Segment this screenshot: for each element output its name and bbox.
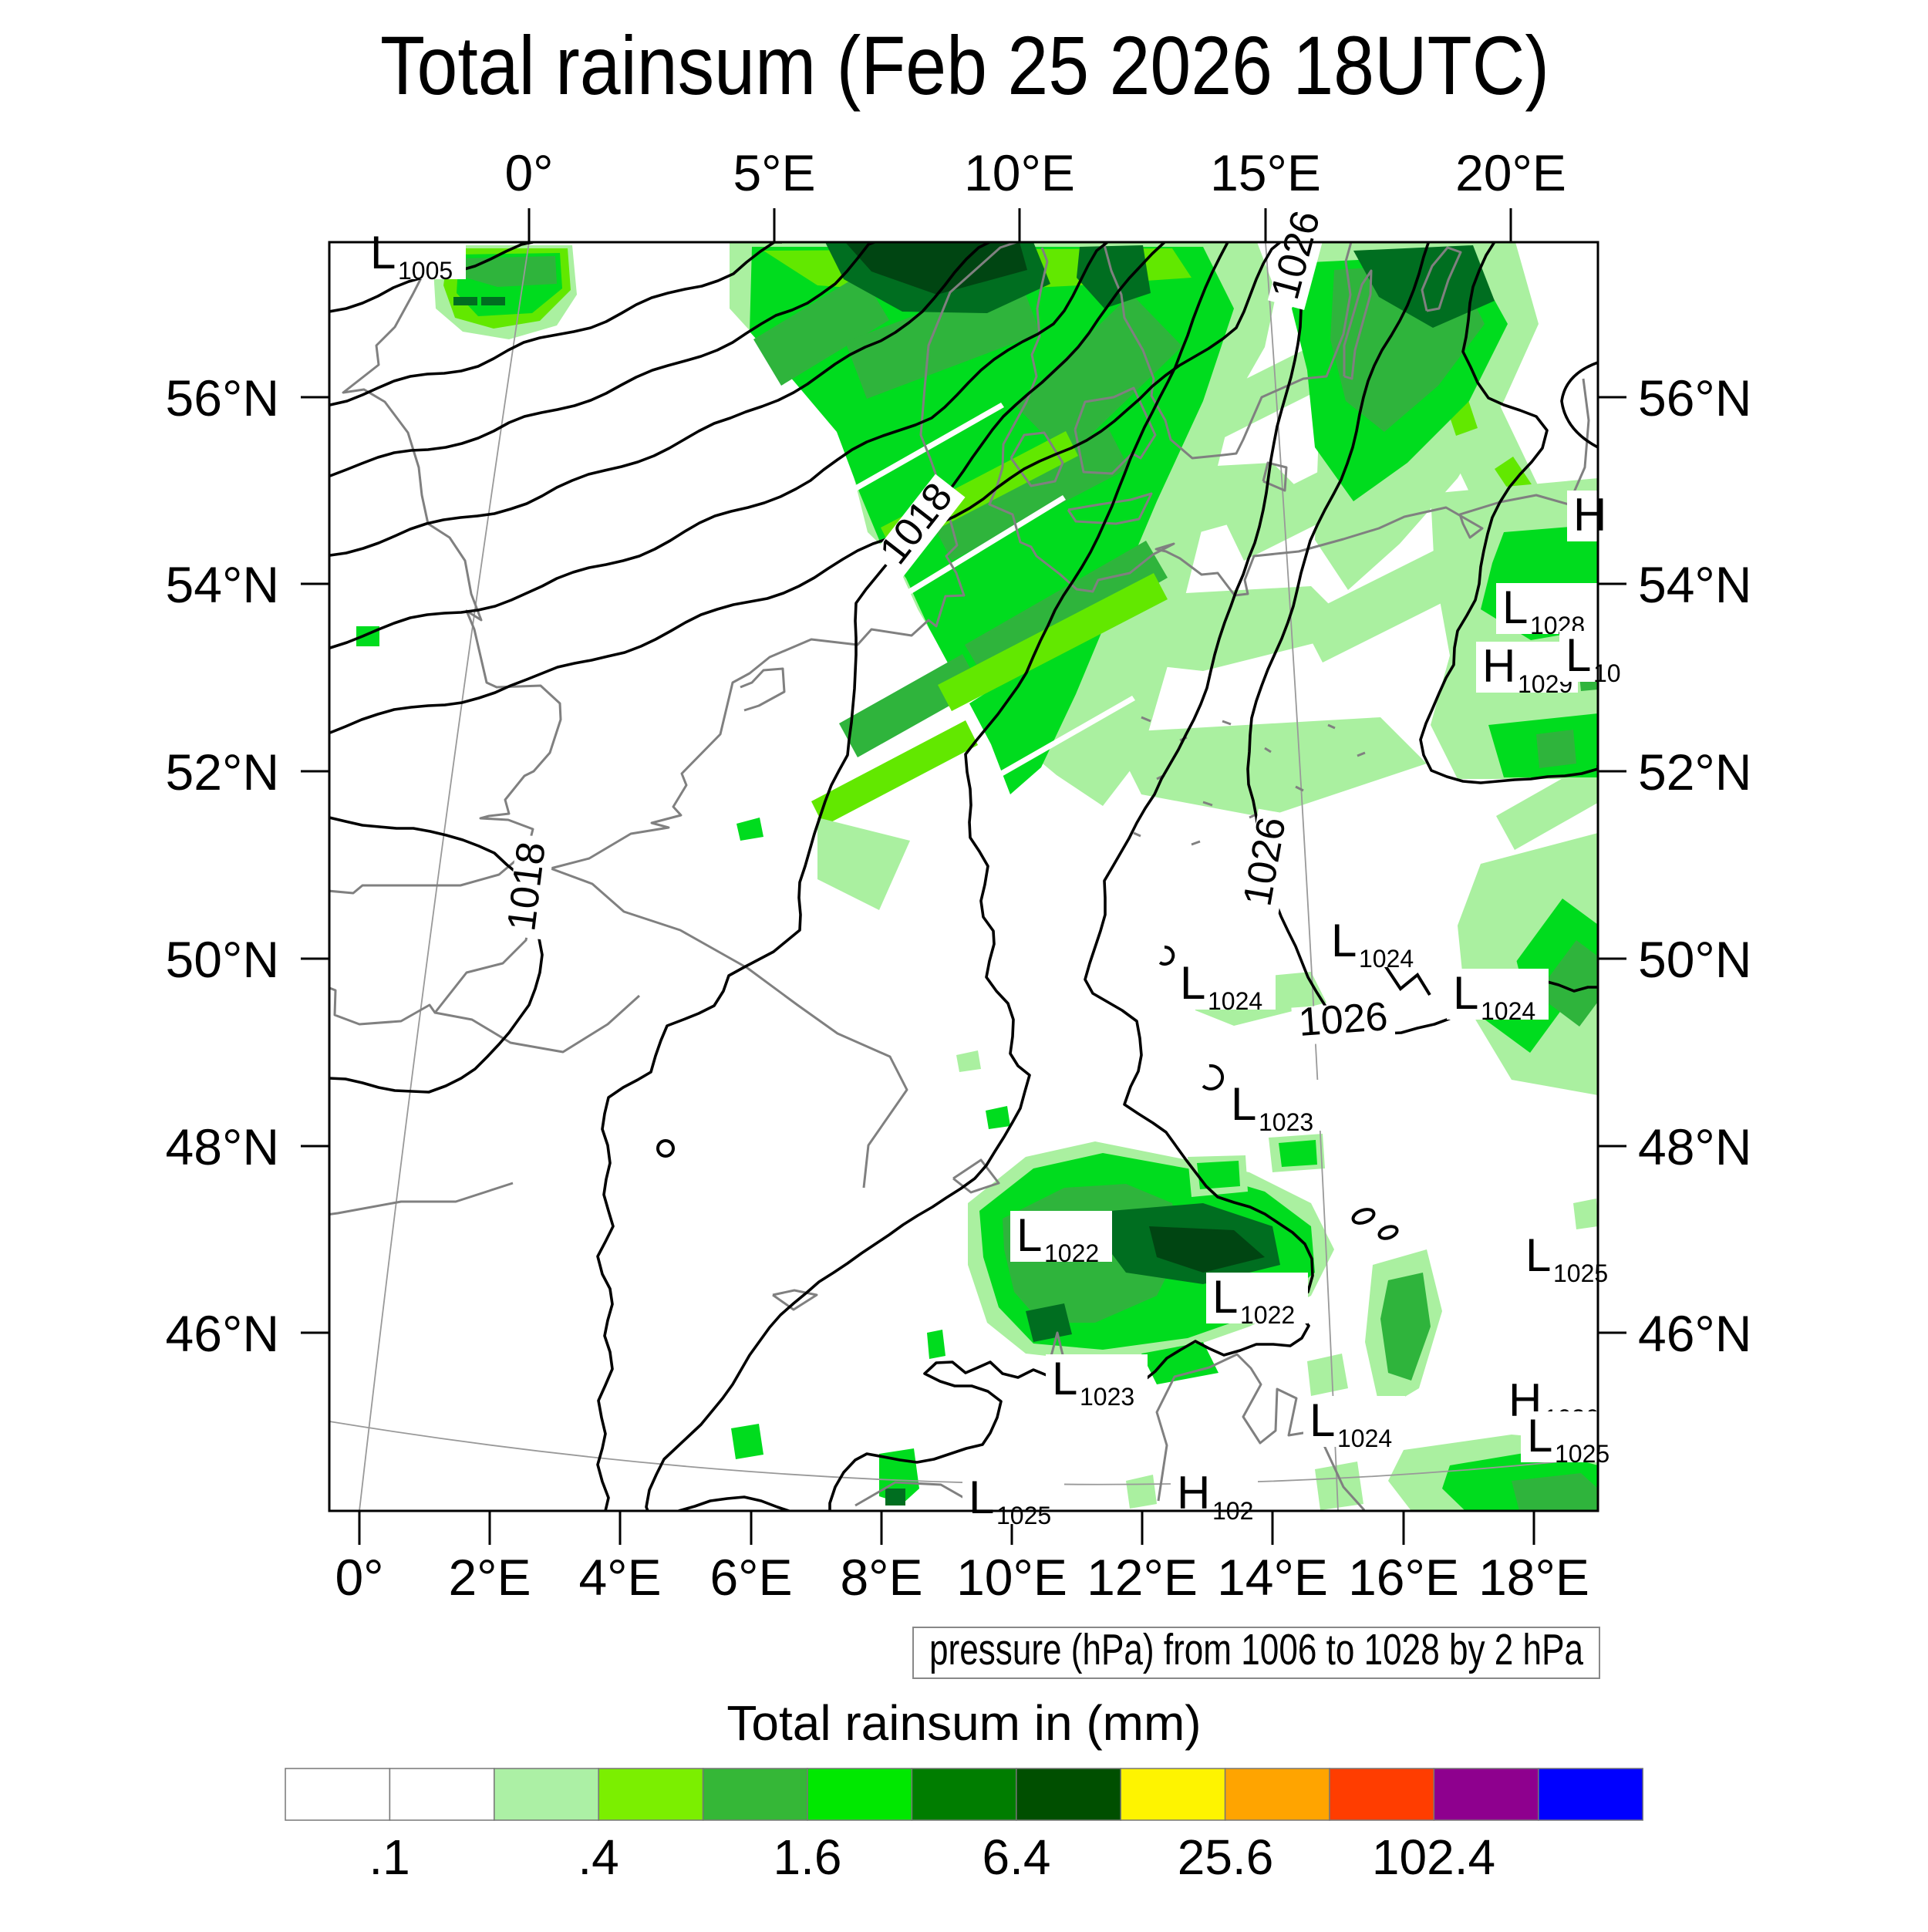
svg-text:1.6: 1.6 — [774, 1829, 842, 1885]
svg-text:H: H — [1573, 489, 1606, 541]
svg-text:46°N: 46°N — [166, 1305, 279, 1362]
svg-text:L: L — [1231, 1078, 1256, 1130]
svg-text:L: L — [1331, 915, 1357, 966]
svg-text:1025: 1025 — [1553, 1259, 1608, 1287]
svg-text:0°: 0° — [335, 1549, 383, 1606]
svg-text:18°E: 18°E — [1478, 1549, 1589, 1606]
svg-text:H: H — [1482, 640, 1515, 692]
svg-text:.1: .1 — [369, 1829, 410, 1885]
svg-text:8°E: 8°E — [840, 1549, 922, 1606]
svg-text:L: L — [1180, 957, 1205, 1009]
svg-text:Total rainsum (Feb 25 2026 18U: Total rainsum (Feb 25 2026 18UTC) — [380, 19, 1549, 112]
svg-text:1024: 1024 — [1481, 997, 1535, 1025]
svg-text:10°E: 10°E — [964, 144, 1075, 201]
svg-text:48°N: 48°N — [166, 1118, 279, 1175]
svg-text:1023: 1023 — [1259, 1108, 1313, 1136]
svg-text:L: L — [1566, 629, 1591, 681]
svg-text:54°N: 54°N — [166, 556, 279, 613]
svg-text:56°N: 56°N — [166, 369, 279, 427]
svg-text:50°N: 50°N — [1638, 931, 1751, 988]
svg-text:pressure (hPa) from 1006 to 10: pressure (hPa) from 1006 to 1028 by 2 hP… — [929, 1625, 1583, 1674]
svg-text:12°E: 12°E — [1087, 1549, 1198, 1606]
svg-text:5°E: 5°E — [733, 144, 815, 201]
svg-text:1005: 1005 — [398, 257, 453, 285]
svg-text:Total rainsum in (mm): Total rainsum in (mm) — [726, 1695, 1201, 1751]
svg-text:1024: 1024 — [1208, 987, 1262, 1015]
svg-text:L: L — [370, 227, 396, 278]
svg-text:2°E: 2°E — [448, 1549, 531, 1606]
svg-text:46°N: 46°N — [1638, 1305, 1751, 1362]
svg-text:52°N: 52°N — [166, 743, 279, 801]
svg-text:L: L — [1016, 1209, 1042, 1261]
svg-text:L: L — [1453, 967, 1478, 1019]
svg-text:10°E: 10°E — [956, 1549, 1067, 1606]
svg-text:L: L — [1309, 1394, 1335, 1446]
svg-text:50°N: 50°N — [166, 931, 279, 988]
svg-text:L: L — [1525, 1229, 1551, 1281]
svg-text:1024: 1024 — [1337, 1425, 1392, 1452]
svg-text:52°N: 52°N — [1638, 743, 1751, 801]
svg-text:1022: 1022 — [1240, 1301, 1295, 1329]
svg-text:L: L — [1212, 1271, 1238, 1323]
svg-text:6°E: 6°E — [710, 1549, 792, 1606]
svg-text:14°E: 14°E — [1217, 1549, 1328, 1606]
svg-text:1024: 1024 — [1359, 945, 1414, 973]
svg-text:56°N: 56°N — [1638, 369, 1751, 427]
svg-text:1018: 1018 — [499, 839, 554, 933]
svg-text:L: L — [969, 1472, 994, 1523]
svg-text:.4: .4 — [578, 1829, 619, 1885]
svg-text:25.6: 25.6 — [1178, 1829, 1274, 1885]
svg-text:102.4: 102.4 — [1372, 1829, 1495, 1885]
svg-text:20°E: 20°E — [1455, 144, 1566, 201]
svg-text:54°N: 54°N — [1638, 556, 1751, 613]
svg-text:1023: 1023 — [1080, 1383, 1134, 1411]
svg-text:1025: 1025 — [1555, 1440, 1609, 1468]
svg-text:6.4: 6.4 — [983, 1829, 1051, 1885]
svg-text:L: L — [1527, 1410, 1552, 1462]
svg-text:4°E: 4°E — [578, 1549, 661, 1606]
svg-text:16°E: 16°E — [1348, 1549, 1459, 1606]
svg-text:1026: 1026 — [1297, 994, 1389, 1045]
svg-text:0°: 0° — [504, 144, 553, 201]
svg-text:L: L — [1502, 582, 1528, 633]
svg-text:L: L — [1052, 1353, 1077, 1404]
svg-text:1022: 1022 — [1044, 1239, 1099, 1267]
svg-text:48°N: 48°N — [1638, 1118, 1751, 1175]
svg-text:15°E: 15°E — [1210, 144, 1321, 201]
svg-text:1025: 1025 — [996, 1502, 1051, 1529]
